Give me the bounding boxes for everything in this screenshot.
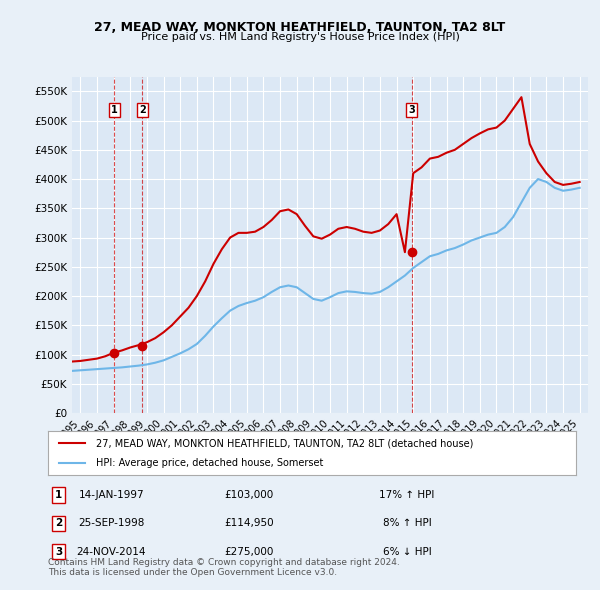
- Text: Contains HM Land Registry data © Crown copyright and database right 2024.
This d: Contains HM Land Registry data © Crown c…: [48, 558, 400, 577]
- Text: 2: 2: [139, 106, 146, 115]
- Text: 17% ↑ HPI: 17% ↑ HPI: [379, 490, 435, 500]
- Text: 3: 3: [55, 547, 62, 556]
- Text: 1: 1: [55, 490, 62, 500]
- Text: 8% ↑ HPI: 8% ↑ HPI: [383, 519, 431, 528]
- Text: 25-SEP-1998: 25-SEP-1998: [78, 519, 145, 528]
- Text: 27, MEAD WAY, MONKTON HEATHFIELD, TAUNTON, TA2 8LT (detached house): 27, MEAD WAY, MONKTON HEATHFIELD, TAUNTO…: [95, 438, 473, 448]
- Text: 3: 3: [408, 106, 415, 115]
- Text: 1: 1: [111, 106, 118, 115]
- Text: 27, MEAD WAY, MONKTON HEATHFIELD, TAUNTON, TA2 8LT: 27, MEAD WAY, MONKTON HEATHFIELD, TAUNTO…: [94, 21, 506, 34]
- Text: £114,950: £114,950: [224, 519, 274, 528]
- Text: 6% ↓ HPI: 6% ↓ HPI: [383, 547, 431, 556]
- Text: Price paid vs. HM Land Registry's House Price Index (HPI): Price paid vs. HM Land Registry's House …: [140, 32, 460, 42]
- Text: 14-JAN-1997: 14-JAN-1997: [79, 490, 144, 500]
- Text: £275,000: £275,000: [224, 547, 274, 556]
- Text: HPI: Average price, detached house, Somerset: HPI: Average price, detached house, Some…: [95, 458, 323, 467]
- Text: 24-NOV-2014: 24-NOV-2014: [77, 547, 146, 556]
- Text: £103,000: £103,000: [224, 490, 273, 500]
- Text: 2: 2: [55, 519, 62, 528]
